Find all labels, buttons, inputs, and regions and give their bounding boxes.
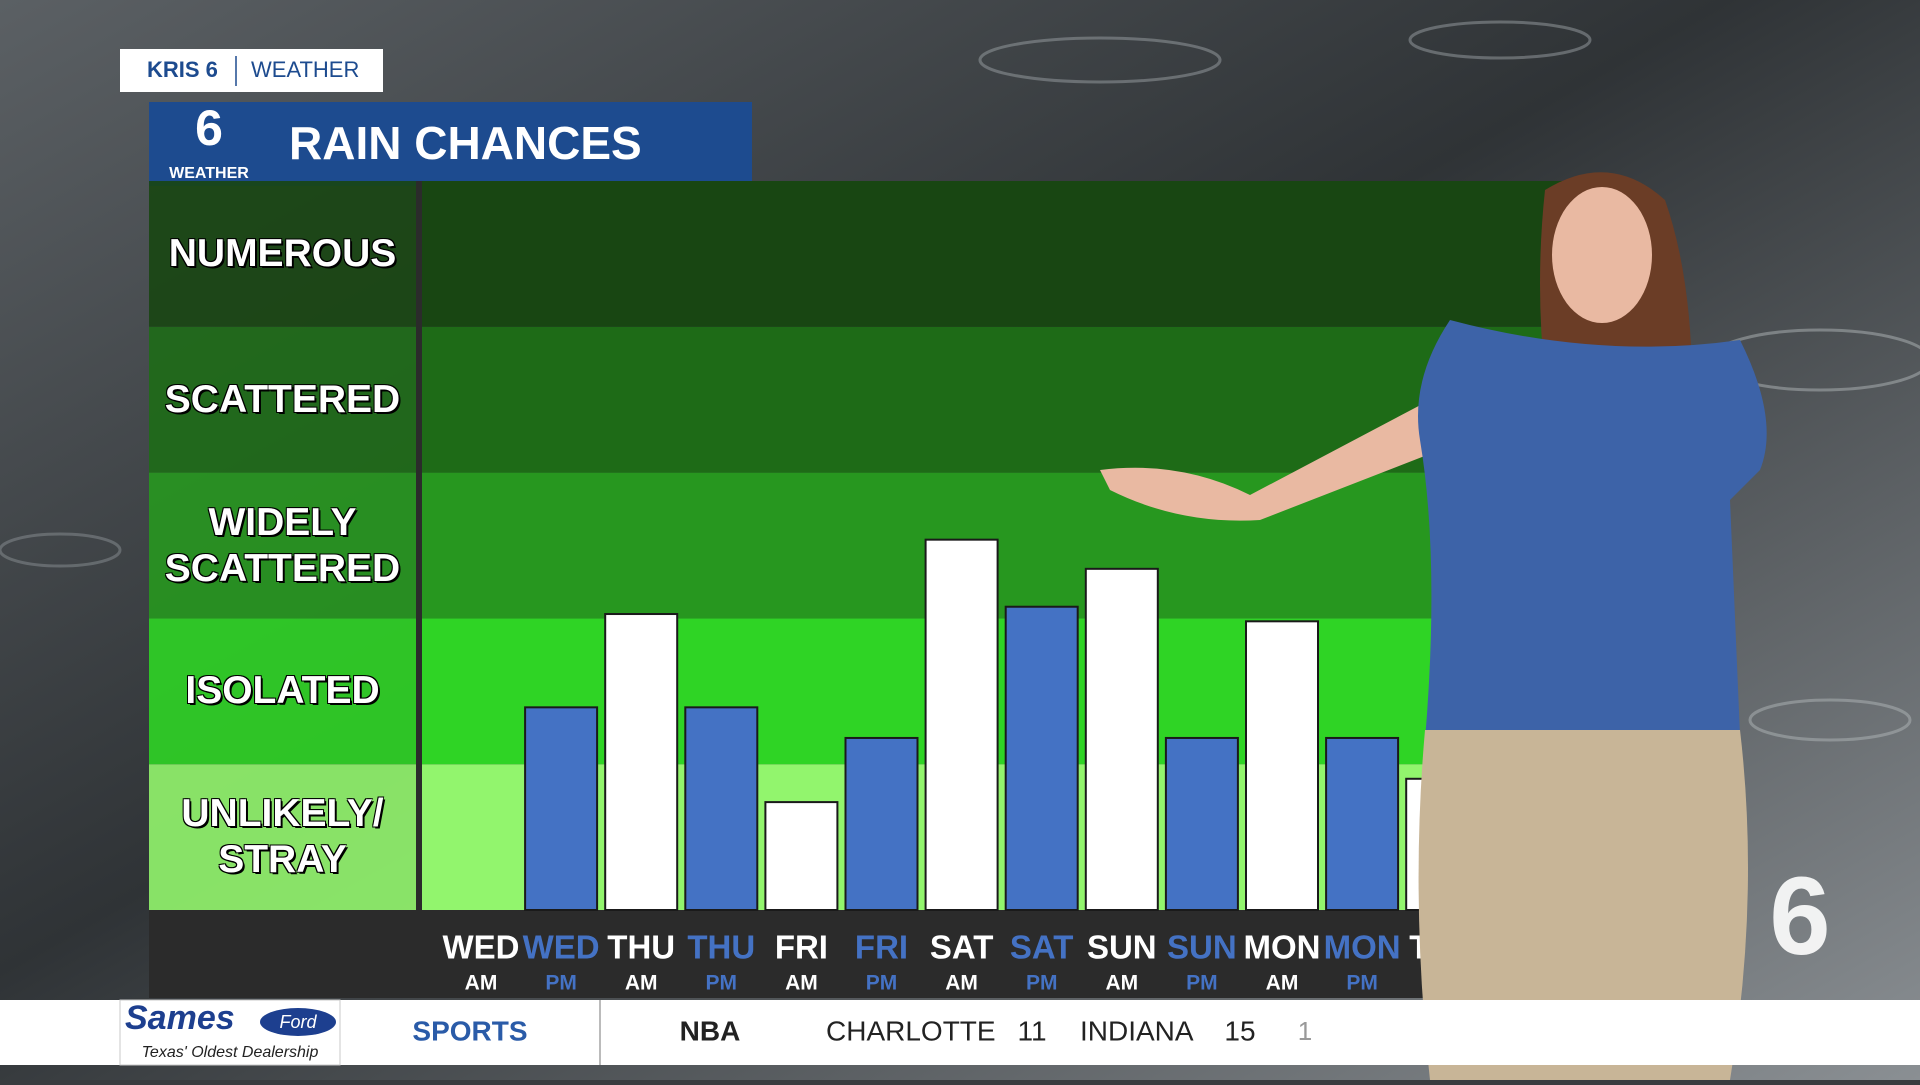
x-tick-period: AM (1105, 972, 1138, 995)
game-period: 1 (1298, 1016, 1312, 1046)
bar (764, 801, 839, 911)
corner-logo: 6 (1769, 855, 1830, 978)
x-tick-label: SAT (930, 929, 994, 966)
ticker-section: SPORTS (412, 1015, 527, 1046)
x-tick-period: AM (625, 972, 658, 995)
bar (684, 706, 759, 912)
bar (1164, 736, 1239, 911)
x-tick-label: SUN (1087, 929, 1157, 966)
sponsor-tagline: Texas' Oldest Dealership (142, 1044, 319, 1061)
chart-title: RAIN CHANCES (289, 117, 642, 169)
logo-number: 6 (195, 100, 223, 156)
league: NBA (680, 1015, 741, 1046)
x-tick-period: PM (706, 972, 738, 995)
label-band (149, 764, 416, 910)
team: CHARLOTTE (826, 1015, 996, 1046)
ticker: Sames Ford Texas' Oldest Dealership SPOR… (0, 999, 1920, 1066)
presenter (1100, 172, 1767, 1080)
score: 11 (1017, 1015, 1046, 1046)
team: INDIANA (1080, 1015, 1194, 1046)
sponsor: Sames (125, 999, 235, 1037)
bar (1245, 620, 1319, 911)
arm (1100, 400, 1440, 521)
ripple (978, 36, 1222, 84)
x-tick-period: AM (1266, 972, 1299, 995)
x-tick-label: MON (1244, 929, 1321, 966)
y-tick-label: SCATTERED (164, 377, 401, 421)
ripple (1748, 698, 1912, 742)
ripple (0, 532, 122, 568)
tab-box (120, 49, 383, 92)
x-tick-label: WED (443, 929, 520, 966)
x-tick-label: THU (607, 929, 675, 966)
x-tick-label: FRI (775, 929, 828, 966)
bar (924, 538, 999, 912)
bar (1325, 736, 1400, 911)
band (422, 181, 1573, 327)
shirt (1418, 320, 1767, 740)
x-tick-label: FRI (855, 929, 908, 966)
x-tick-period: AM (465, 972, 498, 995)
pants (1418, 730, 1748, 1080)
label-band (149, 181, 416, 327)
label-band (149, 326, 416, 473)
ripple (1408, 20, 1592, 60)
brand: KRIS 6 (147, 57, 218, 82)
bar (1004, 605, 1079, 912)
x-tick-label: WED (523, 929, 600, 966)
logo-caption: WEATHER (169, 165, 249, 182)
bar (524, 706, 599, 912)
y-tick-label: WIDELY SCATTERED (164, 500, 401, 590)
station-tab: KRIS 6 WEATHER (120, 49, 383, 92)
x-tick-period: AM (785, 972, 818, 995)
x-tick-period: AM (945, 972, 978, 995)
label-band (149, 618, 416, 765)
x-tick-period: PM (1026, 972, 1058, 995)
column-divider (416, 181, 422, 998)
x-tick-label: MON (1324, 929, 1401, 966)
title-background (149, 102, 752, 186)
bar (1084, 567, 1159, 911)
x-tick-period: PM (545, 972, 577, 995)
x-tick-period: PM (1186, 972, 1218, 995)
x-tick-period: PM (866, 972, 898, 995)
y-tick-label: NUMEROUS (168, 231, 397, 275)
y-tick-label: ISOLATED (185, 669, 380, 713)
section: WEATHER (251, 57, 359, 82)
score: 15 (1224, 1015, 1255, 1046)
bar (844, 736, 919, 911)
x-tick-label: THU (687, 929, 755, 966)
label-band (149, 472, 416, 619)
ford-oval (260, 1008, 336, 1036)
x-tick-period: PM (1346, 972, 1378, 995)
x-label-strip (149, 910, 1506, 998)
x-tick-label: SUN (1167, 929, 1237, 966)
sponsor-brand: Ford (279, 1012, 317, 1032)
title-box: 6 WEATHER RAIN CHANCES (149, 100, 752, 186)
bar (604, 613, 679, 911)
y-tick-label: UNLIKELY/ STRAY (181, 792, 384, 882)
face (1552, 187, 1652, 323)
x-tick-label: SAT (1010, 929, 1074, 966)
